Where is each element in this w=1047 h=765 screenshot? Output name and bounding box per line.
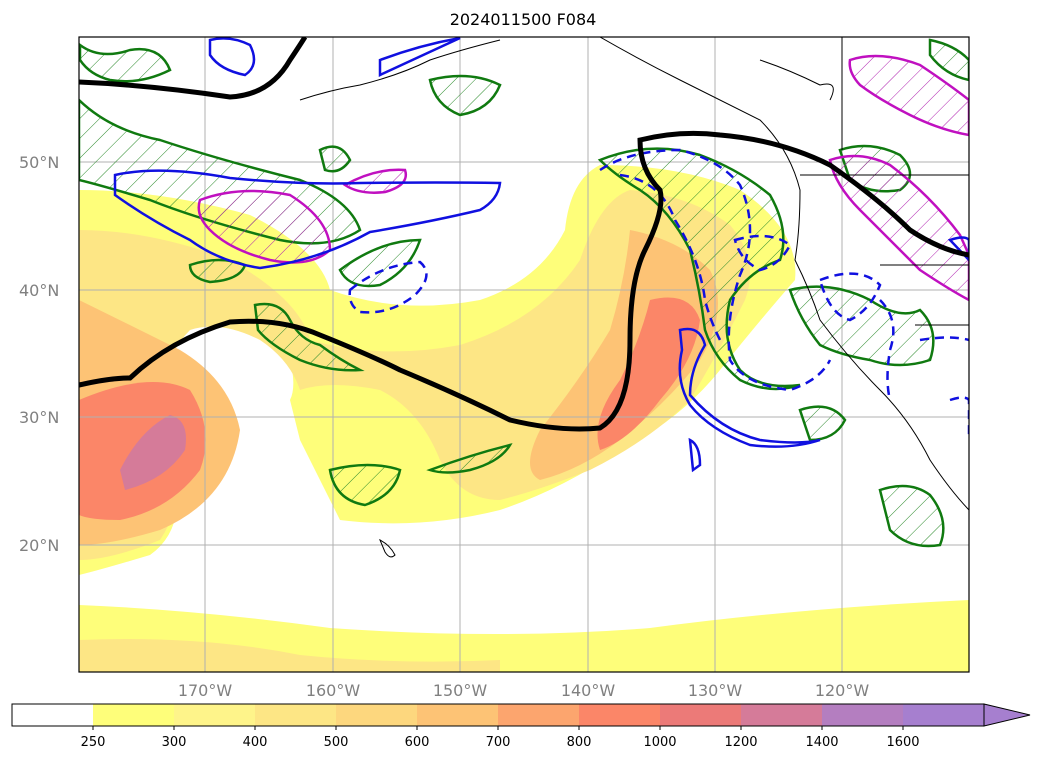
lon-label-120w: 120°W: [815, 681, 870, 700]
colorbar-tick-label: 400: [243, 735, 268, 750]
colorbar-tick-label: 1400: [805, 735, 838, 750]
colorbar-segment: [255, 704, 337, 726]
map-title: 2024011500 F084: [450, 10, 597, 29]
colorbar-segment: [336, 704, 418, 726]
colorbar-tick-label: 800: [567, 735, 592, 750]
colorbar-tick-label: 700: [486, 735, 511, 750]
lat-label-20n: 20°N: [19, 536, 59, 555]
colorbar-segment: [660, 704, 742, 726]
map-area: [79, 37, 969, 672]
coastlines: [299, 37, 969, 558]
lat-label-40n: 40°N: [19, 281, 59, 300]
colorbar-tick-label: 1200: [724, 735, 757, 750]
geopotential-contour: [79, 37, 969, 432]
colorbar-extend-arrow: [983, 703, 1031, 727]
map-frame: [78, 36, 970, 673]
colorbar-tick-label: 500: [324, 735, 349, 750]
longitude-labels: 170°W 160°W 150°W 140°W 130°W 120°W: [178, 681, 870, 700]
lon-label-130w: 130°W: [688, 681, 743, 700]
colorbar-segment: [12, 704, 94, 726]
blue-dashed-contours: [348, 148, 969, 440]
colorbar-tick-label: 1600: [886, 735, 919, 750]
colorbar-segment: [903, 704, 985, 726]
colorbar-tick-label: 250: [81, 735, 106, 750]
colorbar: 250 300 400 500 600 700 800 1000 1200 1400 1600: [11, 703, 1031, 750]
lat-label-30n: 30°N: [19, 408, 59, 427]
lon-label-140w: 140°W: [561, 681, 616, 700]
latitude-labels: 50°N 40°N 30°N 20°N: [19, 153, 59, 555]
colorbar-segment: [579, 704, 661, 726]
colorbar-segment: [822, 704, 904, 726]
colorbar-tick-label: 1000: [643, 735, 676, 750]
colorbar-tick-label: 600: [405, 735, 430, 750]
colorbar-segment: [741, 704, 823, 726]
blue-solid-contours: [113, 37, 969, 473]
colorbar-segment: [174, 704, 256, 726]
lon-label-150w: 150°W: [433, 681, 488, 700]
lon-label-160w: 160°W: [306, 681, 361, 700]
colorbar-segment: [417, 704, 499, 726]
lon-label-170w: 170°W: [178, 681, 233, 700]
colorbar-segment: [498, 704, 580, 726]
lat-label-50n: 50°N: [19, 153, 59, 172]
colorbar-segment: [93, 704, 175, 726]
colorbar-tick-label: 300: [162, 735, 187, 750]
